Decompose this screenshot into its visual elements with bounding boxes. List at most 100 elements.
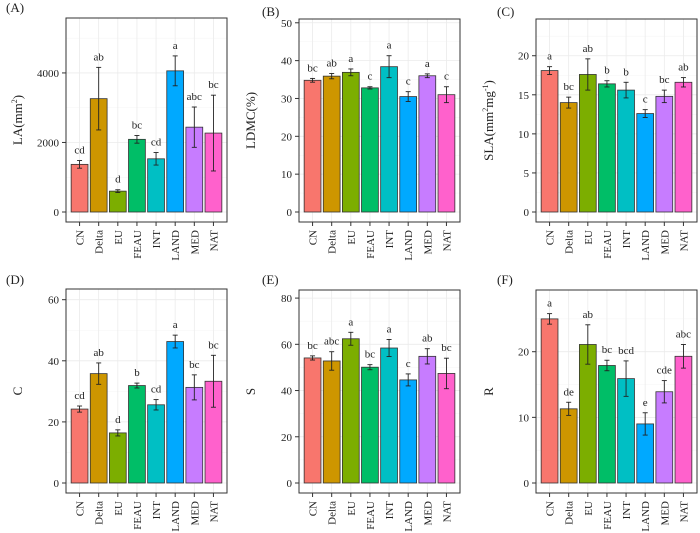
bar-land bbox=[166, 341, 185, 484]
x-tick-label-delta: Delta bbox=[564, 501, 576, 525]
significance-letter-int: cd bbox=[151, 137, 162, 149]
x-tick-label-feau: FEAU bbox=[132, 230, 144, 259]
significance-letter-feau: b bbox=[604, 65, 610, 77]
x-tick-label-cn: CN bbox=[308, 501, 320, 516]
significance-letter-eu: d bbox=[115, 174, 121, 186]
x-tick-label-eu: EU bbox=[113, 230, 125, 245]
x-tick-label-delta: Delta bbox=[94, 230, 106, 254]
significance-letter-feau: c bbox=[367, 71, 372, 83]
plot-frame bbox=[298, 289, 461, 494]
panel-label: (A) bbox=[6, 0, 24, 15]
panel-label: (E) bbox=[262, 272, 279, 287]
bar-land bbox=[166, 70, 185, 213]
y-tick-label: 60 bbox=[48, 295, 60, 307]
significance-letter-nat: abc bbox=[676, 328, 691, 340]
x-tick-label-nat: NAT bbox=[208, 230, 220, 252]
significance-letter-cn: a bbox=[547, 51, 552, 63]
x-tick-label-eu: EU bbox=[346, 230, 358, 245]
significance-letter-feau: bc bbox=[132, 120, 143, 132]
bar-eu bbox=[578, 344, 597, 484]
x-tick-label-med: MED bbox=[659, 230, 671, 255]
significance-letter-med: ab bbox=[422, 333, 433, 345]
bar-feau bbox=[361, 366, 379, 484]
x-tick-label-nat: NAT bbox=[441, 230, 453, 252]
x-tick-label-med: MED bbox=[422, 230, 434, 255]
y-tick-label: 40 bbox=[48, 356, 60, 368]
significance-letter-cn: cd bbox=[74, 390, 85, 402]
bar-land bbox=[399, 379, 418, 484]
bar-eu bbox=[341, 71, 360, 213]
significance-letter-feau: bc bbox=[365, 349, 376, 361]
panel-label: (B) bbox=[262, 4, 279, 19]
x-tick-label-eu: EU bbox=[346, 501, 358, 516]
bar-med bbox=[185, 386, 204, 484]
x-tick-label-int: INT bbox=[151, 501, 163, 520]
bar-nat bbox=[437, 94, 456, 213]
significance-letter-delta: abc bbox=[324, 336, 339, 348]
significance-letter-nat: ab bbox=[678, 62, 689, 74]
x-tick-label-int: INT bbox=[621, 501, 633, 520]
x-tick-label-feau: FEAU bbox=[365, 230, 377, 259]
bar-int bbox=[380, 66, 398, 213]
y-tick-label: 15 bbox=[518, 90, 530, 102]
significance-letter-med: a bbox=[425, 58, 430, 70]
significance-letter-med: abc bbox=[187, 91, 202, 103]
y-tick-label: 60 bbox=[281, 339, 293, 351]
y-tick-label: 10 bbox=[518, 412, 530, 424]
bar-feau bbox=[128, 385, 146, 484]
significance-letter-eu: d bbox=[115, 414, 121, 426]
x-tick-label-delta: Delta bbox=[327, 230, 339, 254]
bar-med bbox=[418, 75, 437, 213]
x-tick-label-eu: EU bbox=[583, 501, 595, 516]
x-tick-label-cn: CN bbox=[75, 501, 87, 516]
significance-letter-int: a bbox=[387, 40, 392, 52]
y-tick-label: 0 bbox=[54, 478, 60, 490]
y-tick-label: 0 bbox=[54, 207, 60, 219]
y-tick-label: 20 bbox=[48, 417, 60, 429]
y-axis-title: R bbox=[481, 387, 496, 396]
y-axis-title: LA(mm2) bbox=[10, 95, 25, 145]
x-tick-label-med: MED bbox=[189, 501, 201, 526]
x-tick-label-land: LAND bbox=[170, 230, 182, 261]
x-tick-label-delta: Delta bbox=[564, 230, 576, 254]
x-tick-label-med: MED bbox=[189, 230, 201, 255]
y-tick-label: 10 bbox=[518, 129, 530, 141]
x-tick-label-eu: EU bbox=[583, 230, 595, 245]
y-tick-label: 4000 bbox=[37, 68, 60, 80]
y-tick-label: 2000 bbox=[37, 137, 60, 149]
bar-med bbox=[655, 391, 674, 484]
bar-eu bbox=[578, 74, 597, 213]
significance-letter-land: a bbox=[173, 319, 178, 331]
significance-letter-delta: bc bbox=[563, 81, 574, 93]
significance-letter-land: a bbox=[173, 40, 178, 52]
significance-letter-eu: ab bbox=[583, 309, 594, 321]
significance-letter-delta: de bbox=[563, 386, 574, 398]
significance-letter-eu: ab bbox=[583, 43, 594, 55]
significance-letter-land: e bbox=[643, 397, 648, 409]
bar-feau bbox=[598, 83, 616, 213]
y-tick-label: 40 bbox=[281, 56, 293, 68]
significance-letter-cn: a bbox=[547, 298, 552, 310]
bar-cn bbox=[540, 318, 559, 484]
x-tick-label-cn: CN bbox=[308, 230, 320, 245]
plot-frame bbox=[298, 18, 461, 223]
significance-letter-feau: b bbox=[134, 367, 140, 379]
bar-nat bbox=[674, 355, 693, 484]
significance-letter-int: a bbox=[387, 323, 392, 335]
x-tick-label-feau: FEAU bbox=[365, 501, 377, 530]
x-tick-label-int: INT bbox=[151, 230, 163, 249]
bar-int bbox=[617, 89, 635, 213]
significance-letter-delta: ab bbox=[326, 57, 337, 69]
bar-nat bbox=[674, 81, 693, 213]
x-tick-label-int: INT bbox=[384, 501, 396, 520]
panel-f: a de ab bc bcd e cde abc 0 10 20 CN Delta EU FEAU INT LA… bbox=[481, 272, 698, 532]
bar-land bbox=[636, 113, 655, 213]
bar-eu bbox=[108, 190, 127, 213]
bar-delta bbox=[559, 408, 578, 484]
y-tick-label: 50 bbox=[281, 18, 293, 30]
y-tick-label: 10 bbox=[281, 169, 293, 181]
significance-letter-cn: bc bbox=[307, 62, 318, 74]
bar-int bbox=[147, 404, 165, 484]
